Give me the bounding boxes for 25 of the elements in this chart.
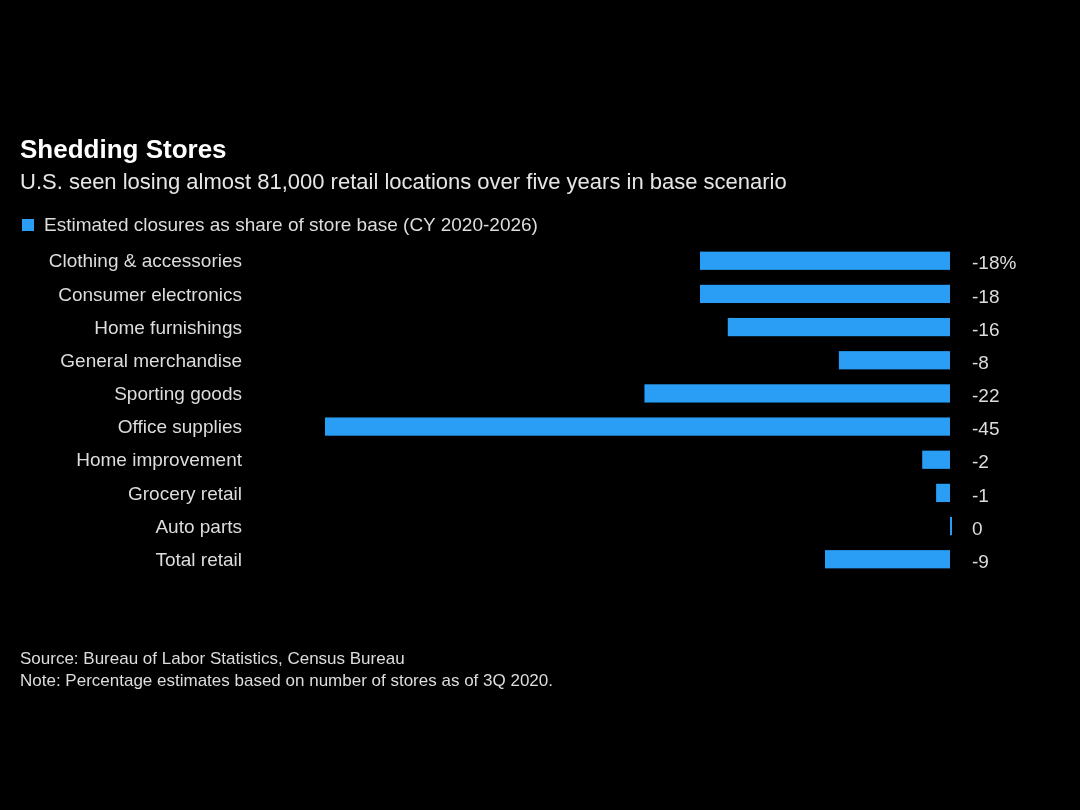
- y-tick-label: Home furnishings: [94, 316, 242, 338]
- y-tick-label: Grocery retail: [127, 482, 242, 504]
- legend-label: Estimated closures as share of store base (CY 2020-2026): [44, 214, 538, 235]
- data-label: -18: [972, 285, 1000, 307]
- data-label: -22: [972, 385, 1000, 407]
- y-tick-label: Home improvement: [76, 449, 243, 471]
- data-label: -45: [972, 418, 1000, 440]
- source-note: Source: Bureau of Labor Statistics, Census Bureau: [20, 649, 405, 668]
- y-tick-label: Auto parts: [155, 515, 242, 537]
- y-tick-label: General merchandise: [60, 349, 242, 371]
- data-label: -2: [972, 451, 989, 473]
- data-label: -18%: [972, 252, 1017, 274]
- data-label: 0: [972, 517, 983, 539]
- y-tick-label: Office supplies: [117, 416, 242, 438]
- y-tick-label: Sporting goods: [114, 383, 242, 405]
- y-tick-label: Clothing & accessories: [48, 250, 242, 272]
- chart-title: Shedding Stores: [20, 134, 227, 164]
- data-label: -9: [972, 550, 989, 572]
- data-label: -8: [972, 351, 989, 373]
- chart-subtitle: U.S. seen losing almost 81,000 retail locations over five years in base scenario: [20, 169, 787, 194]
- data-label: -16: [972, 318, 1000, 340]
- y-tick-label: Consumer electronics: [58, 283, 242, 305]
- y-tick-label: Total retail: [155, 548, 242, 570]
- data-label: -1: [972, 484, 989, 506]
- text: Note: Percentage estimates based on number of stores as of 3Q 2020.: [20, 671, 553, 690]
